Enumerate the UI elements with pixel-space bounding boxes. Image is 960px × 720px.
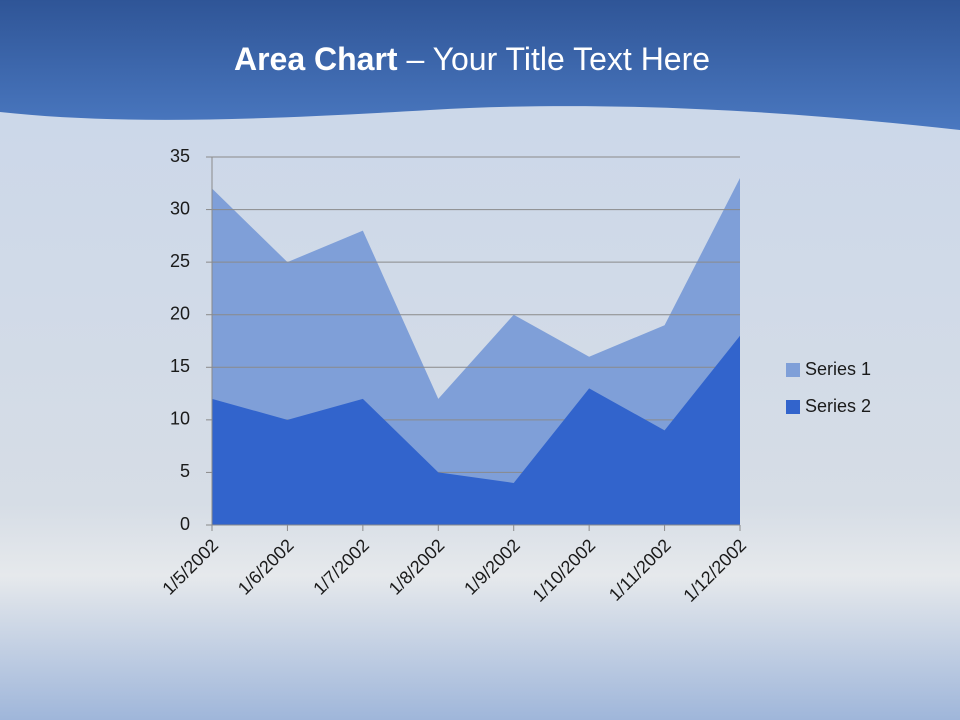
y-tick-label: 10 (170, 409, 190, 429)
area (212, 335, 740, 525)
legend-swatch (786, 363, 800, 377)
title-rest: – Your Title Text Here (398, 41, 710, 77)
y-tick-label: 0 (180, 514, 190, 534)
y-tick-label: 20 (170, 303, 190, 323)
legend-label: Series 2 (805, 396, 871, 416)
y-tick-label: 35 (170, 146, 190, 166)
legend-swatch (786, 400, 800, 414)
title-bold: Area Chart (234, 41, 398, 77)
y-tick-label: 15 (170, 356, 190, 376)
y-tick-label: 30 (170, 198, 190, 218)
y-tick-label: 25 (170, 251, 190, 271)
legend-label: Series 1 (805, 359, 871, 379)
header-band (0, 0, 960, 130)
slide-title: Area Chart – Your Title Text Here (234, 41, 710, 77)
y-tick-label: 5 (180, 461, 190, 481)
